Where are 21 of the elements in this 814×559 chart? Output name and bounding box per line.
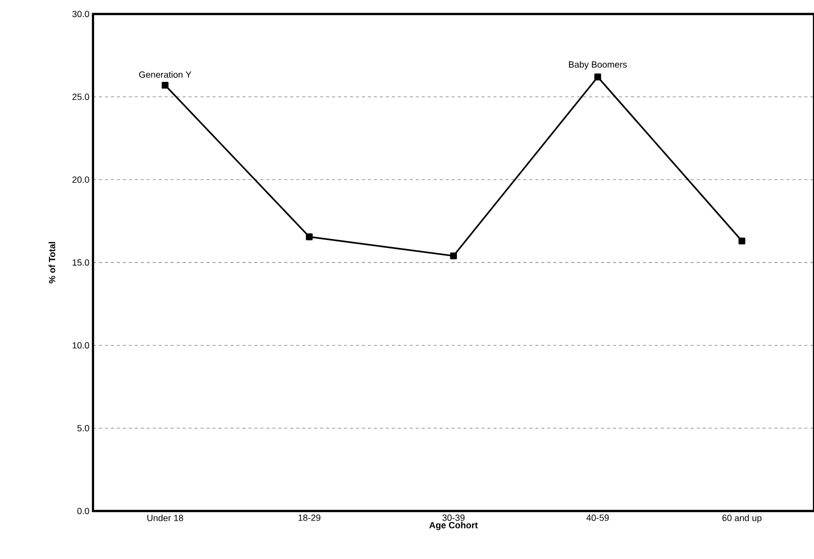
y-tick-label: 25.0	[72, 94, 90, 100]
annotation: Generation Y	[139, 71, 192, 78]
y-tick-label: 10.0	[72, 342, 90, 349]
point	[594, 74, 602, 80]
y-tick-label: 30.0	[72, 10, 90, 18]
x-tick-label: Under 18	[147, 514, 184, 522]
y-tick-label: 0.0	[77, 508, 90, 514]
y-axis-title: % of Total	[48, 242, 56, 284]
annotation: Baby Boomers	[569, 61, 627, 70]
x-tick-label: 40-59	[586, 514, 609, 521]
x-axis-title: Age Cohort	[429, 522, 478, 530]
point	[306, 233, 313, 240]
y-tick-label: 15.0	[72, 259, 90, 266]
point	[738, 238, 746, 244]
x-tick-label: 18-29	[298, 514, 320, 521]
point	[450, 252, 457, 260]
point	[162, 82, 168, 89]
x-tick-label: 30-39	[442, 514, 465, 521]
y-tick-label: 5.0	[77, 424, 90, 432]
y-tick-label: 20.0	[72, 176, 90, 183]
x-tick-label: 60 and up	[722, 514, 762, 523]
